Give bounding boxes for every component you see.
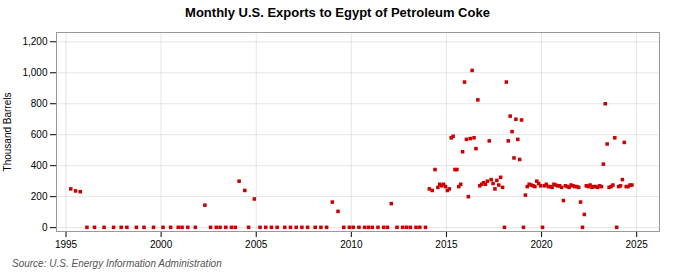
svg-text:1,200: 1,200 bbox=[22, 36, 47, 47]
svg-text:200: 200 bbox=[31, 191, 48, 202]
svg-text:2010: 2010 bbox=[340, 239, 363, 250]
html-text:Monthly U.S. Exports to Egypt: Monthly U.S. Exports to Egypt of Petrole… bbox=[185, 5, 490, 20]
svg-text:400: 400 bbox=[31, 160, 48, 171]
svg-text:1995: 1995 bbox=[55, 239, 78, 250]
svg-text:0: 0 bbox=[42, 222, 48, 233]
svg-text:2015: 2015 bbox=[435, 239, 458, 250]
svg-text:Thousand Barrels: Thousand Barrels bbox=[2, 93, 13, 172]
svg-text:2000: 2000 bbox=[150, 239, 173, 250]
svg-text:2025: 2025 bbox=[626, 239, 649, 250]
html-text:Source: U.S. Energy Informatio: Source: U.S. Energy Information Administ… bbox=[12, 258, 222, 269]
svg-text:2005: 2005 bbox=[245, 239, 268, 250]
svg-text:1,000: 1,000 bbox=[22, 67, 47, 78]
svg-text:2020: 2020 bbox=[530, 239, 553, 250]
svg-text:600: 600 bbox=[31, 129, 48, 140]
svg-text:800: 800 bbox=[31, 98, 48, 109]
